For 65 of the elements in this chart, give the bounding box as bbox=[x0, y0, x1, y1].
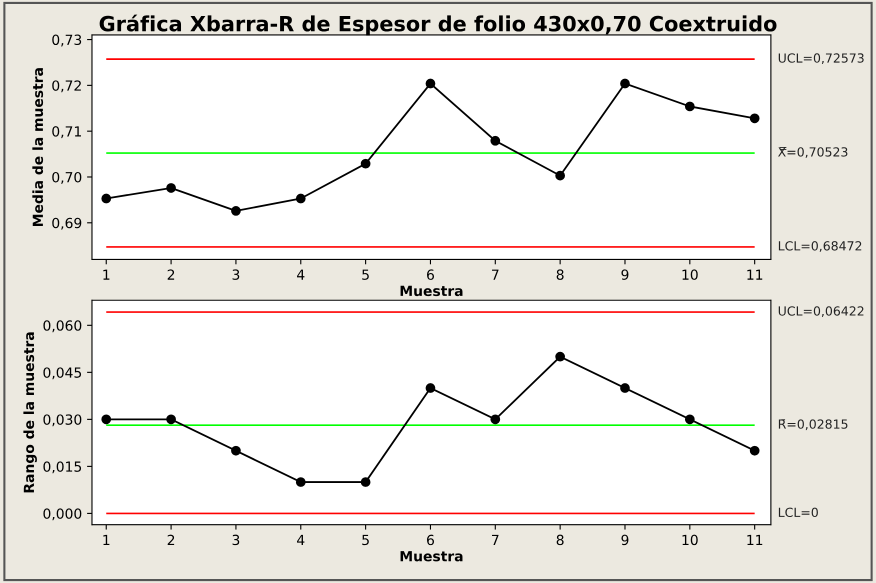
x-tick-label: 8 bbox=[556, 269, 564, 280]
x-tick-label: 6 bbox=[427, 534, 434, 546]
point bbox=[101, 414, 112, 424]
point bbox=[296, 194, 306, 204]
x-tick-label: 5 bbox=[362, 534, 369, 546]
ref-line-label: LCL=0 bbox=[778, 508, 818, 518]
ref-line-label: R̄=0,02815 bbox=[778, 419, 848, 430]
x-tick-label: 3 bbox=[232, 269, 240, 280]
point bbox=[296, 477, 306, 487]
point bbox=[426, 383, 436, 393]
x-tick-label: 1 bbox=[103, 534, 110, 545]
x-tick-label: 3 bbox=[232, 534, 240, 546]
point bbox=[490, 414, 500, 424]
x-tick-label: 1 bbox=[103, 270, 110, 280]
ref-line-label: UCL=0,06422 bbox=[778, 306, 864, 317]
point bbox=[620, 383, 630, 393]
chart-title: Gráfica Xbarra-R de Espesor de folio 430x0,70 Coextruido bbox=[100, 14, 777, 36]
x-tick-label: 11 bbox=[747, 270, 762, 280]
point bbox=[620, 78, 630, 88]
point bbox=[555, 170, 566, 180]
x-tick-label: 11 bbox=[747, 534, 762, 545]
point bbox=[555, 352, 566, 362]
y-tick-label: 0,015 bbox=[43, 461, 82, 474]
y-axis-title: Media de la muestra bbox=[32, 68, 44, 226]
point bbox=[360, 477, 370, 487]
x-tick-label: 4 bbox=[297, 534, 304, 545]
point bbox=[231, 446, 241, 456]
x-tick-label: 4 bbox=[297, 270, 304, 280]
ref-line-label: X̿=0,70523 bbox=[778, 147, 848, 158]
y-tick-label: 0,030 bbox=[43, 414, 82, 426]
x-tick-label: 8 bbox=[556, 534, 564, 546]
x-axis-title: Muestra bbox=[400, 551, 462, 562]
x-axis-title: Muestra bbox=[400, 286, 462, 296]
y-tick-label: 0,060 bbox=[43, 320, 82, 332]
y-tick-label: 0,69 bbox=[52, 218, 82, 230]
point bbox=[684, 414, 695, 424]
ref-line-label: UCL=0,72573 bbox=[778, 53, 864, 64]
point bbox=[360, 158, 370, 169]
y-tick-label: 0,72 bbox=[52, 80, 81, 92]
y-tick-label: 0,70 bbox=[52, 172, 82, 184]
y-tick-label: 0,000 bbox=[43, 508, 82, 520]
point bbox=[684, 102, 695, 112]
x-tick-label: 7 bbox=[492, 270, 499, 280]
x-tick-label: 2 bbox=[168, 269, 174, 280]
x-tick-label: 7 bbox=[492, 534, 499, 545]
point bbox=[101, 194, 112, 204]
y-tick-label: 0,045 bbox=[43, 367, 82, 380]
x-tick-label: 9 bbox=[621, 269, 628, 280]
point bbox=[166, 414, 176, 424]
point bbox=[490, 136, 500, 146]
x-tick-label: 9 bbox=[621, 534, 628, 546]
x-tick-label: 10 bbox=[682, 269, 698, 280]
ref-line-label: LCL=0,68472 bbox=[778, 241, 862, 252]
x-tick-label: 6 bbox=[427, 269, 434, 280]
y-tick-label: 0,71 bbox=[52, 126, 81, 138]
x-tick-label: 5 bbox=[362, 270, 369, 280]
point bbox=[166, 183, 176, 193]
point bbox=[426, 78, 436, 88]
point bbox=[231, 206, 241, 216]
point bbox=[750, 446, 760, 456]
point bbox=[750, 113, 760, 124]
x-tick-label: 2 bbox=[168, 534, 174, 545]
y-tick-label: 0,73 bbox=[52, 34, 82, 46]
y-axis-title: Rango de la muestra bbox=[23, 332, 37, 492]
x-tick-label: 10 bbox=[682, 534, 698, 546]
